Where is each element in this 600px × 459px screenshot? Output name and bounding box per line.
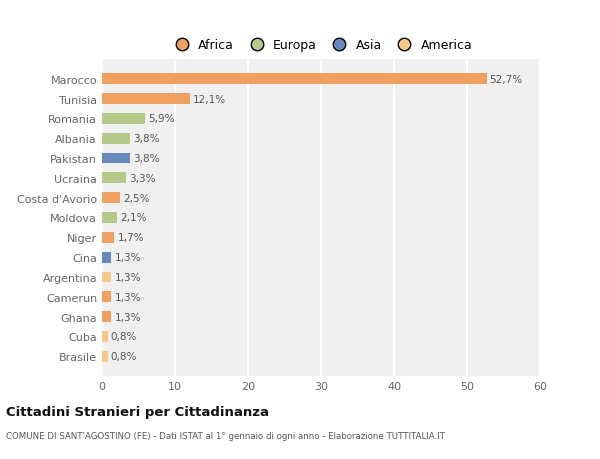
Text: 5,9%: 5,9% bbox=[148, 114, 175, 124]
Bar bbox=[102, 331, 108, 342]
Bar bbox=[102, 134, 130, 144]
Bar bbox=[102, 153, 130, 164]
Text: 2,1%: 2,1% bbox=[120, 213, 147, 223]
Bar bbox=[102, 74, 487, 85]
Text: 3,3%: 3,3% bbox=[129, 174, 155, 184]
Text: 1,3%: 1,3% bbox=[115, 312, 141, 322]
Bar bbox=[102, 252, 112, 263]
Text: 1,7%: 1,7% bbox=[118, 233, 144, 243]
Text: 0,8%: 0,8% bbox=[111, 352, 137, 362]
Bar bbox=[102, 94, 190, 105]
Bar bbox=[102, 232, 115, 243]
Text: 3,8%: 3,8% bbox=[133, 134, 159, 144]
Bar bbox=[102, 292, 112, 302]
Text: COMUNE DI SANT'AGOSTINO (FE) - Dati ISTAT al 1° gennaio di ogni anno - Elaborazi: COMUNE DI SANT'AGOSTINO (FE) - Dati ISTA… bbox=[6, 431, 445, 440]
Bar bbox=[102, 193, 120, 204]
Text: 1,3%: 1,3% bbox=[115, 272, 141, 282]
Text: 1,3%: 1,3% bbox=[115, 252, 141, 263]
Legend: Africa, Europa, Asia, America: Africa, Europa, Asia, America bbox=[164, 34, 478, 57]
Bar bbox=[102, 351, 108, 362]
Bar bbox=[102, 114, 145, 124]
Text: 3,8%: 3,8% bbox=[133, 154, 159, 164]
Bar bbox=[102, 173, 126, 184]
Bar bbox=[102, 213, 118, 224]
Text: 1,3%: 1,3% bbox=[115, 292, 141, 302]
Bar bbox=[102, 272, 112, 283]
Text: 2,5%: 2,5% bbox=[123, 193, 149, 203]
Text: 0,8%: 0,8% bbox=[111, 332, 137, 342]
Text: Cittadini Stranieri per Cittadinanza: Cittadini Stranieri per Cittadinanza bbox=[6, 405, 269, 419]
Bar bbox=[102, 312, 112, 322]
Text: 52,7%: 52,7% bbox=[490, 74, 523, 84]
Text: 12,1%: 12,1% bbox=[193, 94, 226, 104]
